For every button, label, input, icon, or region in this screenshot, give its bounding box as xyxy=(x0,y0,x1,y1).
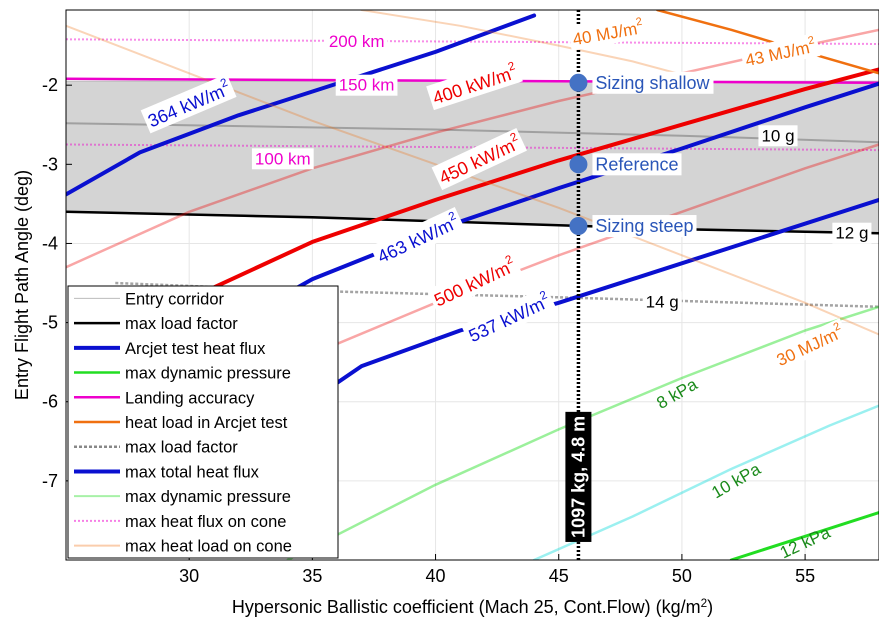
annotation-box xyxy=(758,125,798,147)
y-tick-label: -7 xyxy=(42,471,58,491)
y-tick-label: -6 xyxy=(42,392,58,412)
legend-entry: max heat flux on cone xyxy=(125,513,286,531)
series-line-heat-load-in-arcjet-test xyxy=(656,10,879,75)
annotation-box xyxy=(739,32,821,72)
legend-entry: Landing accuracy xyxy=(125,389,255,407)
annotation-label: 10 g xyxy=(761,126,794,145)
y-tick-label: -4 xyxy=(42,233,58,253)
x-tick-label: 45 xyxy=(549,566,569,586)
annotation-label: 100 km xyxy=(255,149,311,168)
annotation-label: 12 g xyxy=(835,224,868,243)
annotation-box xyxy=(832,222,872,244)
vertical-label: 1097 kg, 4.8 m xyxy=(568,416,588,538)
vertical-label-box xyxy=(565,411,592,542)
annotation-group: 100 km xyxy=(251,148,314,170)
y-tick-label: -3 xyxy=(42,154,58,174)
x-axis-label: Hypersonic Ballistic coefficient (Mach 2… xyxy=(232,597,713,618)
legend-entry: Arcjet test heat flux xyxy=(125,340,266,358)
design-point xyxy=(569,155,588,174)
y-tick-label: -5 xyxy=(42,313,58,333)
series-line-max-total-heat-flux xyxy=(66,13,537,197)
annotation-group: 14 g xyxy=(642,291,682,313)
annotation-label: 150 km xyxy=(339,76,395,95)
design-point xyxy=(569,73,588,92)
annotation-box xyxy=(426,57,523,111)
y-axis-label: Entry Flight Path Angle (deg) xyxy=(12,170,32,400)
legend-entry: heat load in Arcjet test xyxy=(125,414,288,432)
legend-entry: Entry corridor xyxy=(125,290,225,308)
x-tick-label: 55 xyxy=(795,566,815,586)
annotation-box xyxy=(461,286,557,349)
annotation-box xyxy=(325,31,388,53)
plot-frame xyxy=(65,9,879,561)
design-point-label-box xyxy=(592,153,682,176)
series-line-max-dynamic-pressure xyxy=(729,511,879,560)
legend-entry: max dynamic pressure xyxy=(125,365,291,383)
design-point-label-box xyxy=(592,215,697,238)
annotation-group: 150 km xyxy=(335,74,398,96)
series-line-max-dynamic-pressure xyxy=(532,404,879,560)
annotation-box xyxy=(335,74,398,96)
annotation-box xyxy=(431,127,527,191)
series-line-max-heat-load-on-cone xyxy=(360,10,708,83)
x-tick-label: 40 xyxy=(426,566,446,586)
design-point xyxy=(569,217,588,236)
annotation-box xyxy=(769,318,850,373)
series-line-max-dynamic-pressure xyxy=(286,305,879,560)
annotation-box xyxy=(140,73,237,134)
x-tick-label: 35 xyxy=(302,566,322,586)
annotation-group: 200 km xyxy=(325,31,388,53)
x-tick-label: 30 xyxy=(179,566,199,586)
vertical-label-group: 1097 kg, 4.8 m xyxy=(565,411,592,542)
annotation-box xyxy=(426,250,523,313)
design-point-label: Sizing steep xyxy=(595,216,693,236)
series-line-max-heat-flux-on-cone xyxy=(66,38,879,45)
series-line-max-load-factor xyxy=(66,210,879,235)
y-tick-label: -2 xyxy=(42,75,58,95)
annotation-group: 10 g xyxy=(758,125,798,147)
design-point-label-box xyxy=(592,71,714,94)
annotation-box xyxy=(369,207,466,270)
series-line-max-heat-flux-on-cone xyxy=(66,143,879,152)
series-line-arcjet-test-heat-flux xyxy=(261,197,879,436)
design-point-label: Sizing shallow xyxy=(595,73,710,93)
annotation-box xyxy=(642,291,682,313)
legend-entry: max load factor xyxy=(125,439,238,457)
annotation-label: 14 g xyxy=(646,293,679,312)
legend-entry: max dynamic pressure xyxy=(125,488,291,506)
legend-entry: max total heat flux xyxy=(125,463,260,481)
annotation-group: 12 g xyxy=(832,222,872,244)
annotation-box xyxy=(567,14,648,51)
annotation-label: 200 km xyxy=(329,32,385,51)
legend-entry: max heat load on cone xyxy=(125,538,292,556)
design-point-label: Reference xyxy=(595,154,678,174)
legend-entry: max load factor xyxy=(125,315,238,333)
x-tick-label: 50 xyxy=(672,566,692,586)
annotation-box xyxy=(251,148,314,170)
